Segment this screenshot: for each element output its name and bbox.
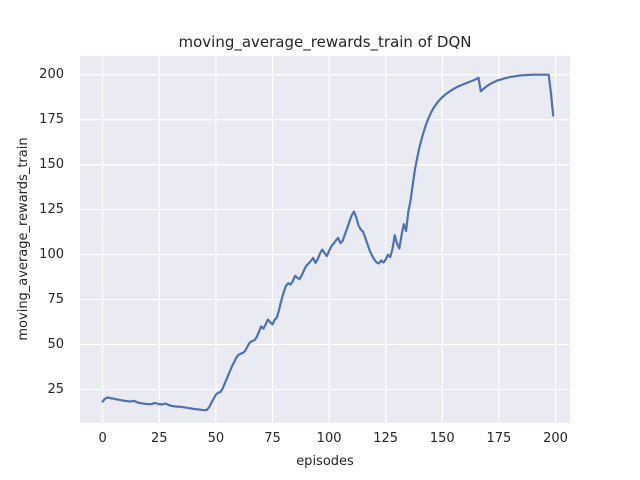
reward-line-series xyxy=(101,73,555,412)
x-tick-label: 150 xyxy=(429,431,455,446)
plot-area xyxy=(80,56,570,423)
y-tick-label: 100 xyxy=(39,247,64,263)
y-tick-label: 175 xyxy=(39,112,64,128)
y-tick-label: 25 xyxy=(47,382,64,397)
x-tick-label: 125 xyxy=(373,431,399,446)
plot-svg xyxy=(80,56,570,423)
x-tick-label: 75 xyxy=(264,431,281,446)
y-tick-label: 150 xyxy=(39,157,64,173)
x-tick-label: 0 xyxy=(98,431,107,446)
y-tick-label: 200 xyxy=(39,67,64,83)
x-tick-label: 25 xyxy=(151,431,168,446)
x-tick-label: 175 xyxy=(486,431,512,446)
y-tick-label: 50 xyxy=(47,337,64,353)
y-axis-label: moving_average_rewards_train xyxy=(16,137,31,341)
x-tick-label: 200 xyxy=(543,431,568,446)
x-axis-label: episodes xyxy=(296,454,354,469)
chart-title: moving_average_rewards_train of DQN xyxy=(178,33,472,51)
y-tick-label: 125 xyxy=(39,202,64,218)
x-tick-label: 50 xyxy=(207,431,225,446)
x-tick-label: 100 xyxy=(316,431,342,446)
y-tick-label: 75 xyxy=(47,292,64,308)
